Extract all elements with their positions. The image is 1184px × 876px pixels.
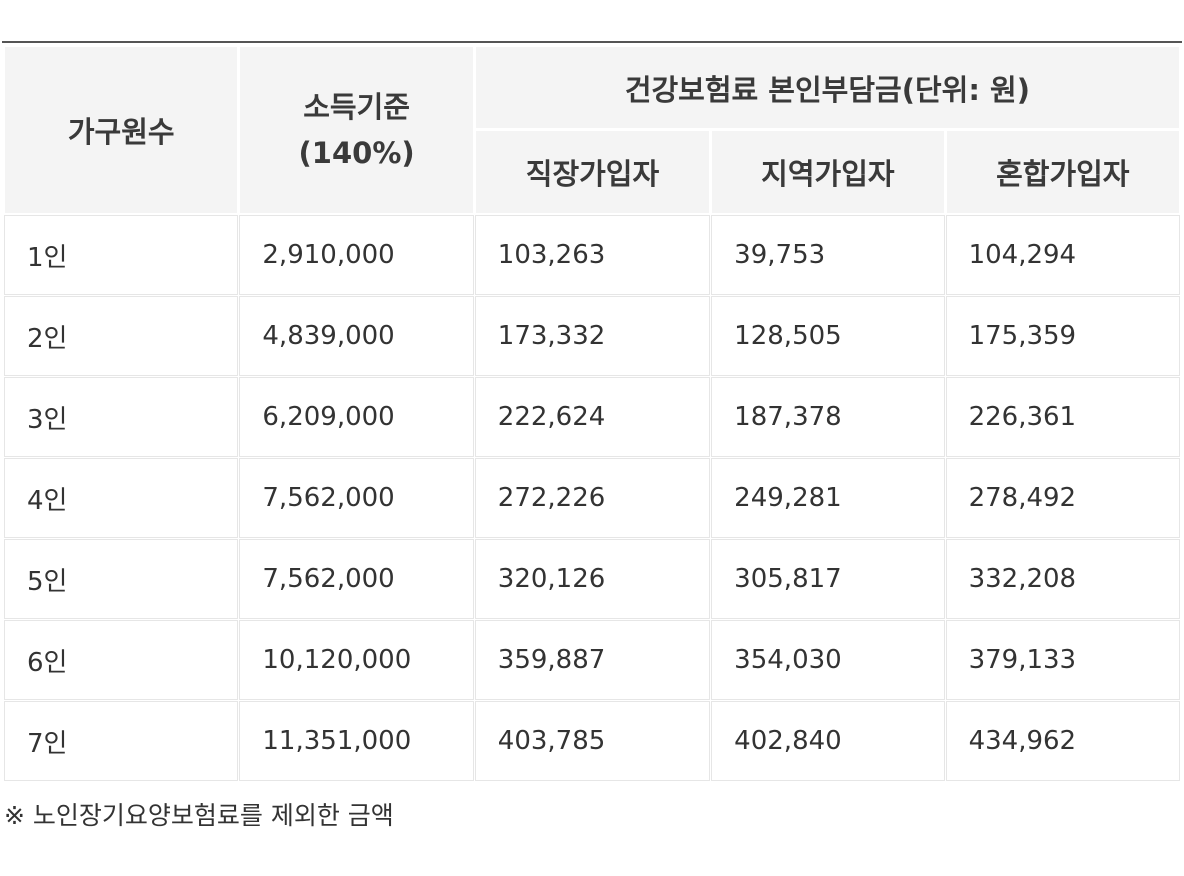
- cell-mixed: 104,294: [946, 216, 1179, 294]
- header-income-line2: (140%): [298, 136, 415, 170]
- cell-household: 7인: [5, 702, 238, 780]
- cell-regional: 402,840: [712, 702, 944, 780]
- cell-income: 7,562,000: [240, 459, 473, 537]
- cell-employee: 320,126: [475, 540, 710, 618]
- cell-household: 6인: [5, 621, 238, 699]
- cell-employee: 222,624: [475, 378, 710, 456]
- cell-regional: 187,378: [712, 378, 944, 456]
- cell-mixed: 278,492: [946, 459, 1179, 537]
- cell-regional: 354,030: [712, 621, 944, 699]
- table-row: 4인 7,562,000 272,226 249,281 278,492: [5, 459, 1179, 537]
- cell-employee: 272,226: [475, 459, 710, 537]
- header-premium-group: 건강보험료 본인부담금(단위: 원): [475, 47, 1179, 128]
- header-regional: 지역가입자: [712, 131, 944, 213]
- cell-employee: 359,887: [475, 621, 710, 699]
- cell-regional: 39,753: [712, 216, 944, 294]
- cell-regional: 128,505: [712, 297, 944, 375]
- table-row: 5인 7,562,000 320,126 305,817 332,208: [5, 540, 1179, 618]
- cell-employee: 173,332: [475, 297, 710, 375]
- cell-household: 5인: [5, 540, 238, 618]
- cell-mixed: 226,361: [946, 378, 1179, 456]
- cell-income: 11,351,000: [240, 702, 473, 780]
- header-mixed: 혼합가입자: [946, 131, 1179, 213]
- cell-income: 10,120,000: [240, 621, 473, 699]
- table-top-rule: [2, 41, 1182, 43]
- cell-income: 6,209,000: [240, 378, 473, 456]
- cell-household: 4인: [5, 459, 238, 537]
- table-body: 1인 2,910,000 103,263 39,753 104,294 2인 4…: [5, 216, 1179, 780]
- header-income-line1: 소득기준: [303, 90, 410, 124]
- cell-employee: 103,263: [475, 216, 710, 294]
- cell-household: 1인: [5, 216, 238, 294]
- cell-regional: 249,281: [712, 459, 944, 537]
- cell-mixed: 332,208: [946, 540, 1179, 618]
- header-employee: 직장가입자: [475, 131, 710, 213]
- header-income: 소득기준 (140%): [240, 47, 473, 213]
- cell-mixed: 379,133: [946, 621, 1179, 699]
- table-row: 6인 10,120,000 359,887 354,030 379,133: [5, 621, 1179, 699]
- cell-mixed: 175,359: [946, 297, 1179, 375]
- premium-table: 가구원수 소득기준 (140%) 건강보험료 본인부담금(단위: 원) 직장가입…: [2, 44, 1182, 783]
- table-row: 3인 6,209,000 222,624 187,378 226,361: [5, 378, 1179, 456]
- table-row: 1인 2,910,000 103,263 39,753 104,294: [5, 216, 1179, 294]
- table-row: 2인 4,839,000 173,332 128,505 175,359: [5, 297, 1179, 375]
- cell-income: 7,562,000: [240, 540, 473, 618]
- footnote: ※ 노인장기요양보험료를 제외한 금액: [4, 801, 394, 830]
- table-row: 7인 11,351,000 403,785 402,840 434,962: [5, 702, 1179, 780]
- cell-employee: 403,785: [475, 702, 710, 780]
- cell-income: 2,910,000: [240, 216, 473, 294]
- cell-regional: 305,817: [712, 540, 944, 618]
- cell-household: 3인: [5, 378, 238, 456]
- header-household: 가구원수: [5, 47, 238, 213]
- cell-income: 4,839,000: [240, 297, 473, 375]
- cell-household: 2인: [5, 297, 238, 375]
- cell-mixed: 434,962: [946, 702, 1179, 780]
- table-header: 가구원수 소득기준 (140%) 건강보험료 본인부담금(단위: 원) 직장가입…: [5, 47, 1179, 213]
